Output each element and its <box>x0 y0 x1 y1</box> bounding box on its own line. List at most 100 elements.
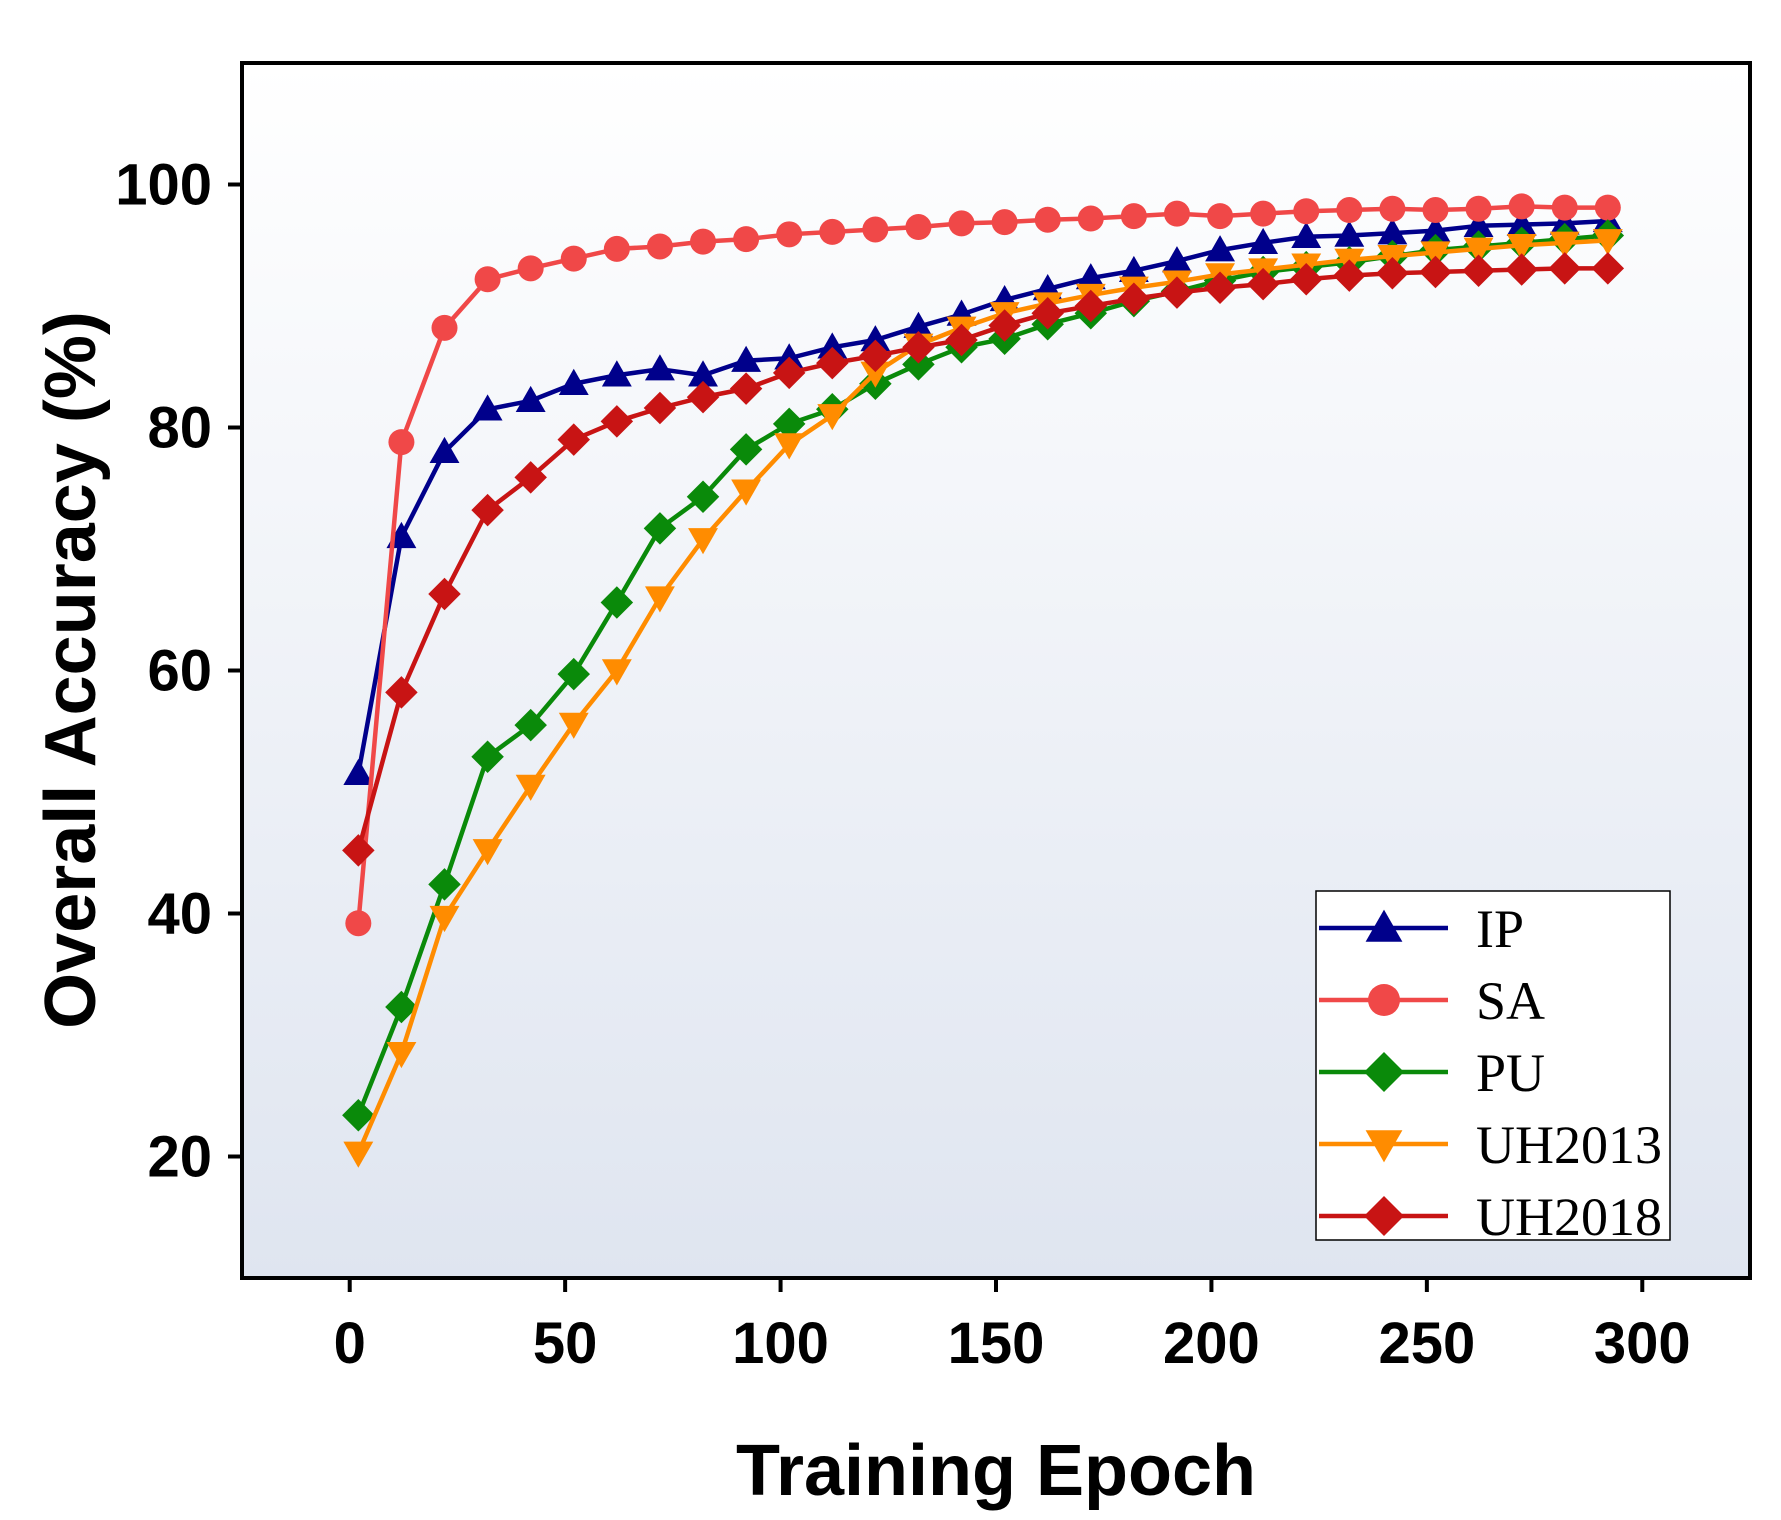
data-point-uh2018 <box>1505 253 1538 286</box>
legend-item-pu: PU <box>1319 1043 1545 1103</box>
data-point-uh2018 <box>1333 259 1366 292</box>
y-axis-title: Overall Accuracy (%) <box>31 311 111 1029</box>
data-point-uh2013 <box>688 528 718 555</box>
data-point-ip <box>1420 215 1451 242</box>
data-point-uh2013 <box>515 774 546 801</box>
data-point-uh2013 <box>774 433 805 460</box>
data-point-sa <box>1120 203 1147 230</box>
data-point-uh2018 <box>471 493 504 527</box>
data-point-uh2018 <box>859 339 892 373</box>
data-point-sa <box>603 235 630 262</box>
legend-label: UH2013 <box>1476 1115 1662 1175</box>
y-tick-label: 80 <box>147 396 212 461</box>
data-point-pu <box>686 480 720 514</box>
x-tick-label: 300 <box>1594 1311 1691 1376</box>
data-point-ip <box>903 311 934 338</box>
x-tick-label: 150 <box>948 1311 1045 1376</box>
x-axis: 0 50 100 150 200 250 300 <box>334 1278 1691 1376</box>
data-point-ip <box>688 360 718 387</box>
data-point-ip <box>1075 263 1106 290</box>
series-sa <box>345 193 1621 937</box>
data-point-uh2018 <box>1074 289 1108 323</box>
data-point-uh2018 <box>600 405 634 438</box>
y-axis: 20 40 60 80 100 <box>115 153 242 1190</box>
data-point-sa <box>388 429 415 456</box>
y-tick-label: 40 <box>147 882 212 947</box>
data-point-sa <box>819 218 846 245</box>
legend-item-uh2013: UH2013 <box>1319 1115 1662 1175</box>
data-point-sa <box>991 209 1018 236</box>
data-point-uh2018 <box>342 834 375 867</box>
data-point-pu <box>428 868 461 901</box>
x-tick-label: 200 <box>1163 1311 1260 1376</box>
data-point-ip <box>1248 227 1279 255</box>
legend-marker <box>1368 984 1400 1016</box>
series-uh2018 <box>342 252 1625 867</box>
data-point-ip <box>1162 246 1192 273</box>
data-point-uh2018 <box>1419 255 1452 289</box>
x-tick-label: 0 <box>334 1311 366 1376</box>
legend-marker <box>1364 1196 1404 1236</box>
data-point-ip <box>860 325 891 352</box>
data-point-uh2018 <box>385 676 418 709</box>
data-point-sa <box>776 221 803 248</box>
data-point-uh2018 <box>1203 271 1237 305</box>
data-point-sa <box>1163 200 1190 227</box>
legend-label: IP <box>1476 899 1524 959</box>
data-point-uh2018 <box>988 309 1021 342</box>
data-point-ip <box>515 385 546 412</box>
data-point-uh2018 <box>772 356 806 390</box>
data-point-uh2013 <box>386 1042 417 1069</box>
data-point-pu <box>902 348 935 381</box>
legend-item-uh2018: UH2018 <box>1319 1187 1662 1247</box>
data-point-uh2018 <box>945 323 978 357</box>
legend-label: UH2018 <box>1476 1187 1662 1247</box>
data-point-ip <box>1291 221 1322 248</box>
series-ip <box>343 206 1623 785</box>
data-point-ip <box>429 436 460 464</box>
data-point-uh2018 <box>1376 256 1409 290</box>
data-point-uh2018 <box>1548 252 1581 285</box>
x-tick-label: 50 <box>533 1311 598 1376</box>
data-point-ip <box>601 360 632 387</box>
data-point-pu <box>385 990 418 1024</box>
data-point-sa <box>1379 195 1406 222</box>
legend-marker <box>1365 909 1403 942</box>
data-point-pu <box>643 512 677 545</box>
data-point-uh2013 <box>1463 237 1494 264</box>
data-point-uh2013 <box>1420 241 1451 268</box>
legend-label: PU <box>1476 1043 1545 1103</box>
data-point-uh2018 <box>1031 297 1064 330</box>
data-point-sa <box>1465 195 1492 222</box>
data-point-pu <box>514 708 547 742</box>
data-point-sa <box>1207 203 1234 230</box>
data-point-sa <box>1551 194 1578 221</box>
data-point-ip <box>1377 218 1408 245</box>
legend-item-sa: SA <box>1319 971 1545 1031</box>
y-tick-label: 60 <box>147 639 212 704</box>
data-point-sa <box>862 216 889 243</box>
data-point-uh2013 <box>1592 229 1623 256</box>
legend: IP SA PU UH2013 UH2018 <box>1315 890 1671 1247</box>
series-layer <box>342 193 1625 1168</box>
data-point-uh2013 <box>1549 231 1580 258</box>
data-point-uh2018 <box>1246 267 1280 301</box>
data-point-pu <box>342 1098 375 1132</box>
data-point-sa <box>1250 200 1277 227</box>
data-point-ip <box>1463 210 1494 238</box>
data-point-sa <box>905 214 932 241</box>
data-point-ip <box>774 343 805 370</box>
data-point-sa <box>517 255 544 282</box>
data-point-pu <box>557 657 591 691</box>
x-axis-title: Training Epoch <box>736 1431 1256 1511</box>
data-point-ip <box>1118 255 1149 282</box>
data-point-uh2013 <box>472 839 503 866</box>
data-point-ip <box>558 368 589 395</box>
data-point-ip <box>1205 235 1235 262</box>
data-point-sa <box>431 314 458 341</box>
data-point-uh2018 <box>902 331 935 364</box>
data-point-uh2018 <box>686 380 720 414</box>
data-point-sa <box>1508 193 1535 220</box>
x-tick-label: 100 <box>732 1311 829 1376</box>
